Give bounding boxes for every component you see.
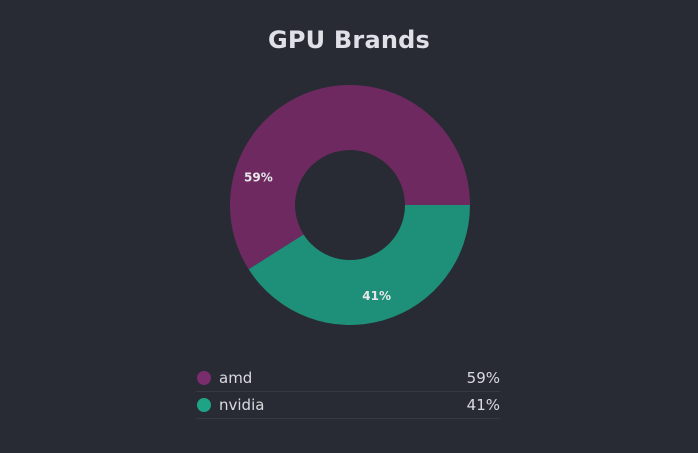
legend-label-nvidia: nvidia: [219, 396, 265, 414]
slice-nvidia[interactable]: [248, 205, 470, 326]
legend-item-amd[interactable]: amd 59%: [196, 365, 500, 392]
chart-legend: amd 59% nvidia 41%: [196, 365, 500, 419]
legend-label-amd: amd: [219, 369, 253, 387]
slice-label-amd: 59%: [244, 170, 273, 184]
legend-swatch-nvidia: [197, 398, 211, 412]
legend-swatch-amd: [197, 371, 211, 385]
donut-slices: [230, 85, 470, 326]
legend-value-amd: 59%: [466, 369, 500, 387]
donut-slice-labels: 59% 41%: [244, 170, 391, 303]
legend-value-nvidia: 41%: [466, 396, 500, 414]
legend-item-nvidia[interactable]: nvidia 41%: [196, 392, 500, 419]
slice-label-nvidia: 41%: [362, 289, 391, 303]
donut-chart: 59% 41%: [230, 85, 470, 326]
slice-amd[interactable]: [230, 85, 470, 270]
chart-title: GPU Brands: [267, 26, 430, 54]
